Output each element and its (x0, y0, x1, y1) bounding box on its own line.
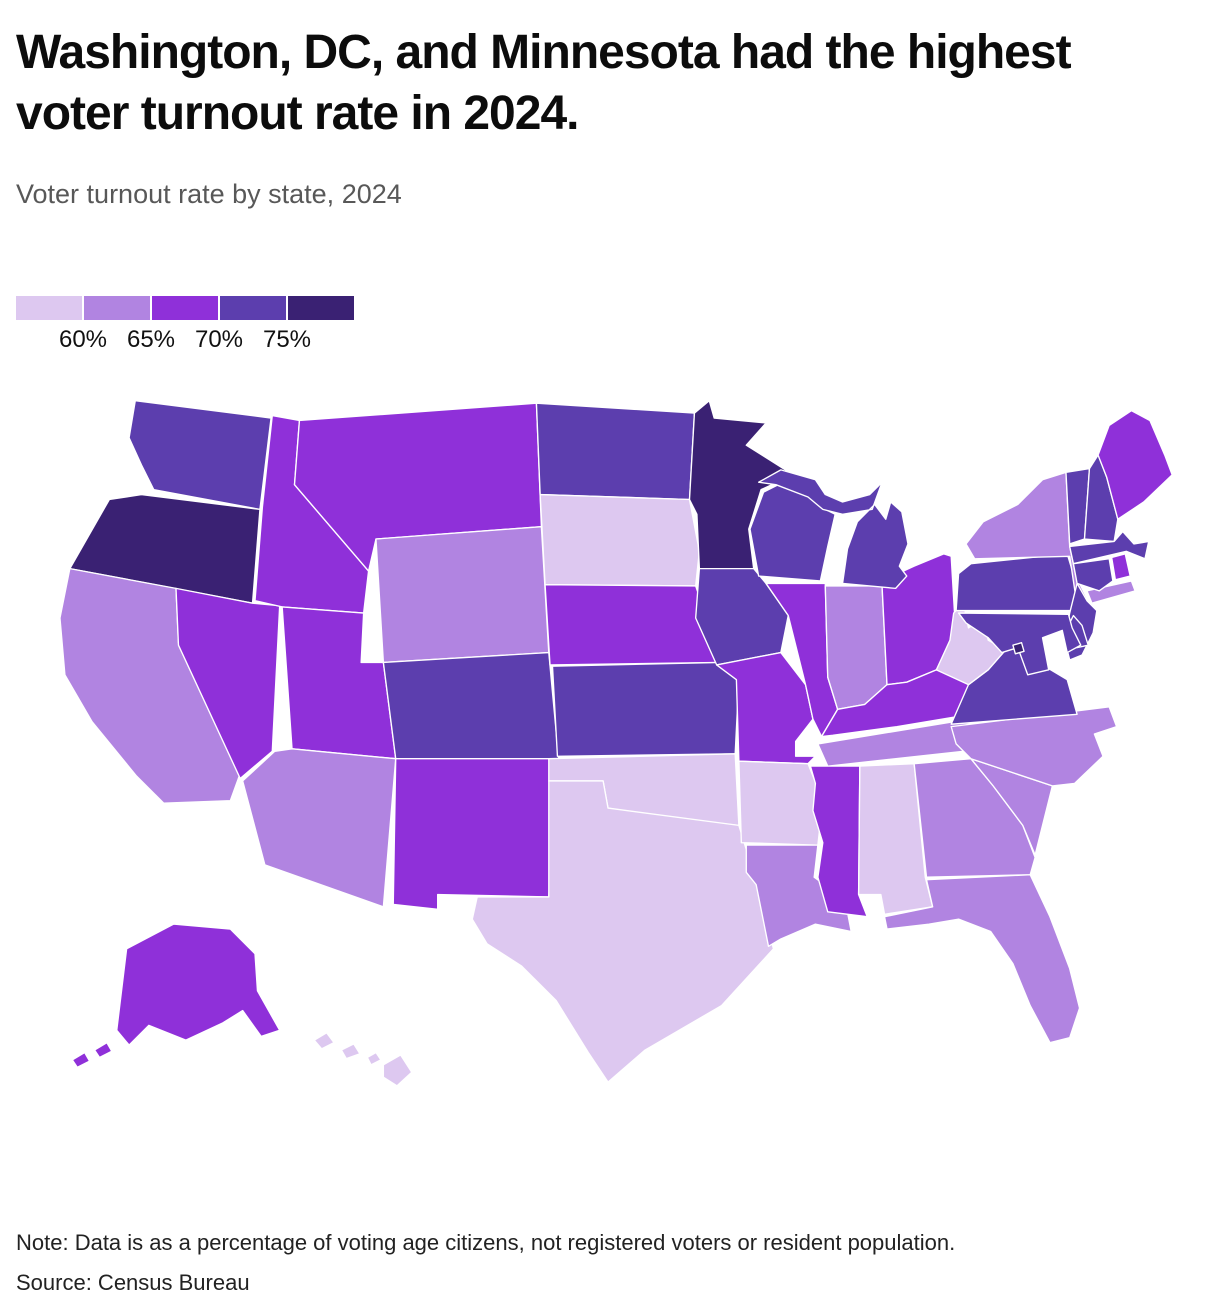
state-MA: Massachusetts (1069, 530, 1150, 565)
legend-label-70: 70% (194, 325, 244, 353)
state-DC: District of Columbia (1012, 641, 1025, 655)
state-NE: Nebraska (544, 583, 723, 666)
state-MI: Michigan (757, 469, 909, 589)
state-NV: Nevada (175, 587, 281, 780)
legend-swatch-3 (152, 295, 218, 320)
footer: Note: Data is as a percentage of voting … (16, 1230, 955, 1296)
state-HI: Hawaii (313, 1031, 413, 1087)
legend-label-75: 75% (262, 325, 312, 353)
state-ME: Maine (1097, 409, 1173, 520)
state-MN: Minnesota (688, 399, 794, 570)
state-AK: Alaska (71, 923, 281, 1068)
page: Washington, DC, and Minnesota had the hi… (16, 26, 1202, 1107)
state-WA: Washington (128, 399, 272, 510)
legend-swatches (16, 295, 376, 320)
us-choropleth-map: WashingtonOregonCaliforniaNevadaIdahoMon… (59, 399, 1173, 1087)
page-subtitle: Voter turnout rate by state, 2024 (16, 178, 402, 209)
state-IA: Iowa (694, 567, 789, 666)
state-MO: Missouri (715, 651, 817, 765)
state-AR: Arkansas (738, 760, 824, 846)
state-AZ: Arizona (241, 748, 397, 908)
state-CO: Colorado (382, 651, 560, 760)
legend-swatch-5 (288, 295, 354, 320)
state-NM: New Mexico (392, 757, 560, 910)
state-UT: Utah (281, 606, 397, 760)
state-FL: Florida (883, 873, 1081, 1044)
state-KS: Kansas (551, 661, 740, 757)
state-PA: Pennsylvania (955, 553, 1088, 612)
state-SD: South Dakota (539, 493, 701, 587)
legend: 60% 65% 70% 75% (16, 295, 376, 358)
map-container: WashingtonOregonCaliforniaNevadaIdahoMon… (18, 366, 1202, 1107)
legend-swatch-2 (84, 295, 150, 320)
state-ND: North Dakota (535, 402, 696, 501)
state-TX: Texas (471, 780, 775, 1083)
state-CT: Connecticut (1072, 557, 1114, 592)
legend-label-60: 60% (58, 325, 108, 353)
state-NC: North Carolina (950, 706, 1118, 787)
legend-labels: 60% 65% 70% 75% (16, 320, 376, 354)
legend-swatch-1 (16, 295, 82, 320)
footer-source: Source: Census Bureau (16, 1270, 250, 1295)
footer-note: Note: Data is as a percentage of voting … (16, 1230, 956, 1255)
state-RI: Rhode Island (1110, 553, 1131, 581)
legend-swatch-4 (220, 295, 286, 320)
state-LA: Louisiana (745, 844, 852, 947)
state-WY: Wyoming (375, 525, 550, 663)
legend-label-65: 65% (126, 325, 176, 353)
page-title: Washington, DC, and Minnesota had the hi… (16, 26, 1072, 141)
state-IN: Indiana (824, 585, 888, 710)
